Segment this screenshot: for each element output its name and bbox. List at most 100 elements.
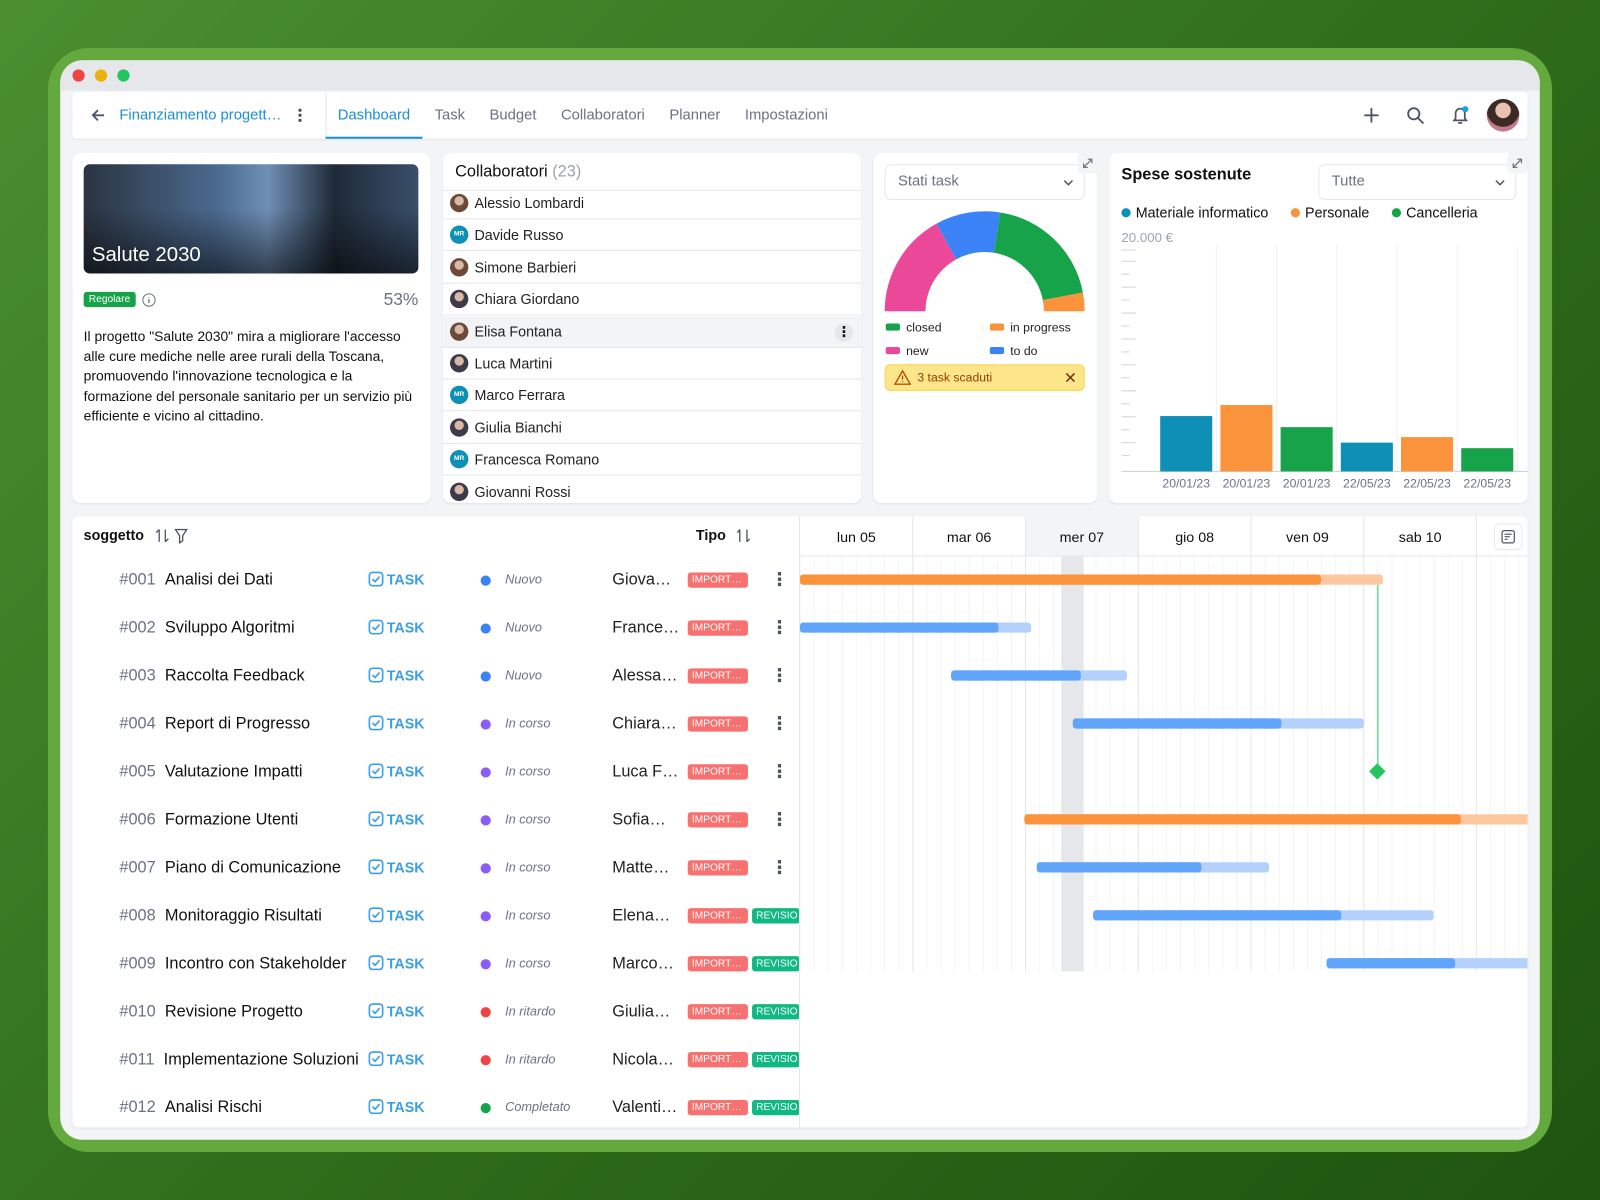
gantt-progress bbox=[799, 622, 999, 633]
row-menu[interactable]: ⋮ bbox=[770, 857, 789, 878]
task-row[interactable]: #004 Report di Progresso TASK In corso Chiar… bbox=[72, 700, 800, 748]
status-select[interactable]: Stati task bbox=[884, 164, 1085, 200]
task-type: TASK bbox=[368, 988, 425, 1036]
task-row[interactable]: #003 Raccolta Feedback TASK Nuovo Alessa… IMP… bbox=[72, 652, 800, 700]
member-row[interactable]: Giulia Bianchi bbox=[442, 412, 862, 444]
row-menu[interactable]: ⋮ bbox=[770, 617, 789, 638]
type-label: TASK bbox=[386, 571, 425, 588]
row-menu[interactable]: ⋮ bbox=[770, 761, 789, 782]
bar bbox=[1280, 427, 1333, 472]
member-avatar bbox=[449, 257, 469, 277]
task-id: #001 bbox=[119, 571, 156, 589]
row-menu[interactable]: ⋮ bbox=[770, 713, 789, 734]
member-row[interactable]: Luca Martini bbox=[442, 348, 862, 380]
member-row[interactable]: MR Francesca Romano bbox=[442, 444, 862, 476]
gantt-progress bbox=[951, 670, 1081, 681]
task-icon bbox=[368, 763, 384, 779]
task-row[interactable]: #002 Sviluppo Algoritmi TASK Nuovo France… IM… bbox=[72, 604, 800, 652]
assignee: Giova… bbox=[612, 571, 672, 589]
status-dot bbox=[480, 575, 491, 586]
member-row[interactable]: Simone Barbieri bbox=[442, 252, 862, 284]
member-row[interactable]: MR Marco Ferrara bbox=[442, 380, 862, 412]
task-type: TASK bbox=[368, 748, 425, 796]
add-icon[interactable] bbox=[1362, 106, 1380, 124]
x-tick-label: 20/01/23 bbox=[1283, 477, 1331, 491]
back-icon[interactable] bbox=[90, 107, 106, 123]
nav-tab[interactable]: Planner bbox=[669, 107, 721, 124]
task-row[interactable]: #007 Piano di Comunicazione TASK In corso Ma… bbox=[72, 844, 800, 892]
subject-header[interactable]: soggetto bbox=[83, 526, 144, 543]
icon-box bbox=[368, 619, 384, 635]
dismiss-icon[interactable] bbox=[1065, 372, 1076, 383]
bar bbox=[1160, 416, 1213, 472]
task-row[interactable]: #001 Analisi dei Dati TASK Nuovo Giova… IMPOR… bbox=[72, 556, 800, 604]
expand-icon[interactable] bbox=[1077, 153, 1098, 174]
assignee: Matte… bbox=[612, 859, 670, 877]
today-marker bbox=[1061, 556, 1084, 972]
task-row[interactable]: #006 Formazione Utenti TASK In corso Sofia… I… bbox=[72, 796, 800, 844]
task-row[interactable]: #011 Implementazione Soluzioni TASK In rita… bbox=[72, 1036, 800, 1084]
member-menu[interactable]: ⋮ bbox=[834, 323, 854, 342]
assignee: Luca F… bbox=[612, 763, 679, 781]
minimize-button[interactable] bbox=[94, 69, 108, 82]
more-icon[interactable] bbox=[296, 107, 304, 123]
task-name: Implementazione Soluzioni bbox=[163, 1051, 359, 1069]
notification-icon[interactable] bbox=[1450, 105, 1470, 125]
member-name: Giulia Bianchi bbox=[474, 419, 562, 436]
member-row[interactable]: Alessio Lombardi bbox=[442, 188, 862, 220]
task-title: #010 Revisione Progetto bbox=[119, 988, 302, 1036]
info-icon[interactable] bbox=[142, 293, 156, 307]
assignee: Sofia… bbox=[612, 811, 666, 829]
member-initials: MR bbox=[449, 386, 469, 405]
status-dot bbox=[480, 815, 491, 826]
nav-tab[interactable]: Task bbox=[434, 107, 466, 124]
task-type: TASK bbox=[368, 700, 425, 748]
expenses-title: Spese sostenute bbox=[1121, 166, 1252, 184]
nav-tab[interactable]: Dashboard bbox=[325, 92, 423, 139]
task-id: #003 bbox=[119, 667, 156, 685]
close-button[interactable] bbox=[72, 69, 85, 82]
nav-tab[interactable]: Collaboratori bbox=[560, 107, 645, 124]
sort-icon[interactable] bbox=[736, 528, 751, 544]
member-name: Chiara Giordano bbox=[474, 291, 580, 308]
member-row[interactable]: Giovanni Rossi bbox=[443, 476, 861, 503]
row-menu[interactable]: ⋮ bbox=[770, 809, 789, 830]
legend-dot bbox=[1121, 208, 1131, 218]
gantt-chart: lun 05 mar 06 mer 07 gio 08 ven 09 sab 10 bbox=[799, 516, 1528, 972]
maximize-button[interactable] bbox=[117, 69, 130, 82]
donut-segment bbox=[1042, 292, 1085, 312]
legend-item: closed bbox=[885, 319, 942, 335]
row-menu[interactable]: ⋮ bbox=[770, 665, 789, 686]
member-row[interactable]: Chiara Giordano bbox=[442, 284, 862, 316]
member-row[interactable]: Elisa Fontana ⋮ bbox=[442, 315, 862, 348]
member-name: Marco Ferrara bbox=[474, 387, 565, 404]
gantt-menu-icon[interactable] bbox=[1493, 523, 1523, 550]
icon-check bbox=[371, 719, 381, 727]
task-row[interactable]: #012 Analisi Rischi TASK Completato Valenti…… bbox=[72, 1084, 800, 1128]
user-avatar[interactable] bbox=[1486, 98, 1520, 132]
project-name[interactable]: Finanziamento progett… bbox=[119, 107, 282, 124]
day-label: mar 06 bbox=[947, 530, 991, 546]
member-row[interactable]: MR Davide Russo bbox=[442, 220, 862, 252]
nav-tab[interactable]: Budget bbox=[489, 107, 537, 124]
task-row[interactable]: #008 Monitoraggio Risultati TASK In corso El… bbox=[72, 892, 800, 940]
row-menu[interactable]: ⋮ bbox=[770, 569, 789, 590]
search-icon[interactable] bbox=[1406, 106, 1425, 125]
sort-filter-icons[interactable] bbox=[155, 528, 188, 544]
assignee: Giulia… bbox=[612, 1003, 671, 1021]
expand-icon[interactable] bbox=[1507, 153, 1528, 174]
icon-box bbox=[368, 1003, 384, 1019]
task-row[interactable]: #009 Incontro con Stakeholder TASK In corso… bbox=[72, 940, 800, 988]
task-row[interactable]: #010 Revisione Progetto TASK In ritardo Giul… bbox=[72, 988, 800, 1036]
type-label: TASK bbox=[386, 859, 425, 876]
status-dot bbox=[480, 863, 491, 874]
expenses-select[interactable]: Tutte bbox=[1318, 164, 1517, 200]
nav-tab[interactable]: Impostazioni bbox=[744, 107, 828, 124]
task-row[interactable]: #005 Valutazione Impatti TASK In corso Luca … bbox=[72, 748, 800, 796]
type-header[interactable]: Tipo bbox=[695, 526, 726, 543]
x-tick-label: 22/05/23 bbox=[1343, 477, 1391, 491]
task-title: #003 Raccolta Feedback bbox=[119, 652, 304, 700]
task-title: #001 Analisi dei Dati bbox=[119, 556, 272, 604]
tag: IMPORT… bbox=[687, 812, 748, 828]
member-name: Elisa Fontana bbox=[474, 323, 562, 340]
